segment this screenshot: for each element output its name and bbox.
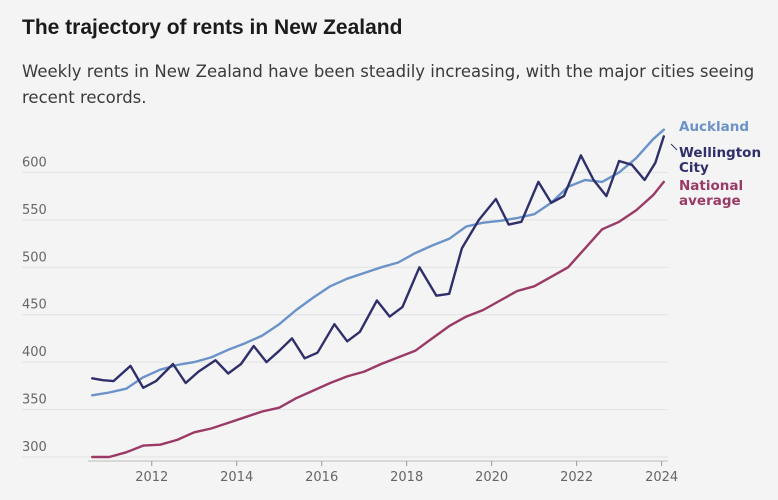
x-tick-label: 2018 <box>390 470 423 485</box>
series-line-national-average <box>91 180 665 459</box>
x-tick-label: 2024 <box>645 470 678 485</box>
y-tick-label: 300 <box>22 440 47 455</box>
series-line-auckland <box>91 128 665 397</box>
y-tick-label: 400 <box>22 345 47 360</box>
chart-title: The trajectory of rents in New Zealand <box>22 16 403 39</box>
label-connector <box>670 143 678 151</box>
x-tick-label: 2012 <box>135 470 168 485</box>
x-tick-label: 2016 <box>305 470 338 485</box>
series-label-national-average: National average <box>679 178 743 209</box>
x-tick-label: 2022 <box>560 470 593 485</box>
series-label-auckland: Auckland <box>679 119 749 135</box>
x-tick-label: 2020 <box>475 470 508 485</box>
y-tick-label: 500 <box>22 250 47 265</box>
x-tick-label: 2014 <box>220 470 253 485</box>
gridlines <box>22 171 668 458</box>
y-axis-ticks: 300 350 400 450 500 550 600 <box>22 155 47 455</box>
y-tick-label: 550 <box>22 203 47 218</box>
series-lines <box>91 128 665 459</box>
y-tick-label: 350 <box>22 393 47 408</box>
chart-subtitle: Weekly rents in New Zealand have been st… <box>22 62 755 107</box>
x-axis-ticks: 2012 2014 2016 2018 2020 2022 2024 <box>88 460 678 485</box>
series-line-wellington-city <box>91 135 665 389</box>
y-tick-label: 450 <box>22 298 47 313</box>
y-tick-label: 600 <box>22 155 47 170</box>
series-label-wellington-city: Wellington City <box>679 145 761 176</box>
